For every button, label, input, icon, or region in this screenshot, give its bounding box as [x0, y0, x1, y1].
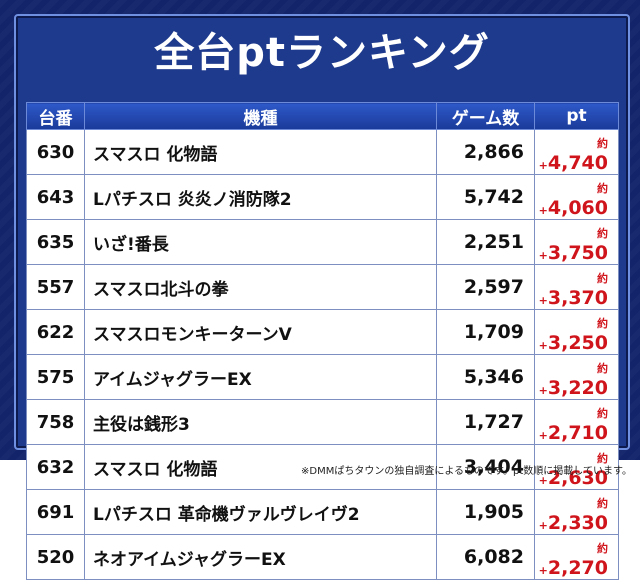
machine-number-cell: 622	[26, 309, 85, 355]
machine-name-cell: スマスロモンキーターンV	[84, 309, 437, 355]
pt-prefix: 約+	[538, 182, 608, 217]
pt-value: 2,710	[547, 422, 608, 444]
table-row: 622 スマスロモンキーターンV 1,709 約+3,250	[26, 309, 619, 355]
machine-number-cell: 643	[26, 174, 85, 220]
games-cell: 1,709	[436, 309, 535, 355]
pt-value: 3,750	[547, 242, 608, 264]
machine-name-cell: スマスロ 化物語	[84, 129, 437, 175]
machine-number-cell: 630	[26, 129, 85, 175]
ranking-table: 台番 機種 ゲーム数 pt 630 スマスロ 化物語 2,866 約+4,740 643…	[26, 102, 619, 580]
machine-number-cell: 520	[26, 534, 85, 580]
games-cell: 1,905	[436, 489, 535, 535]
table-header-row: 台番 機種 ゲーム数 pt	[26, 102, 619, 130]
games-cell: 2,597	[436, 264, 535, 310]
pt-prefix: 約+	[538, 362, 608, 397]
pt-value: 4,060	[547, 197, 608, 219]
column-header-machine-number: 台番	[26, 102, 85, 130]
machine-number-cell: 557	[26, 264, 85, 310]
table-row: 575 アイムジャグラーEX 5,346 約+3,220	[26, 354, 619, 400]
column-header-machine-name: 機種	[84, 102, 437, 130]
machine-number-cell: 635	[26, 219, 85, 265]
machine-name-cell: スマスロ北斗の拳	[84, 264, 437, 310]
machine-name-cell: Lパチスロ 革命機ヴァルヴレイヴ2	[84, 489, 437, 535]
table-row: 520 ネオアイムジャグラーEX 6,082 約+2,270	[26, 534, 619, 580]
pt-cell: 約+3,220	[534, 354, 619, 400]
pt-prefix: 約+	[538, 137, 608, 172]
machine-number-cell: 691	[26, 489, 85, 535]
pt-cell: 約+4,740	[534, 129, 619, 175]
games-cell: 6,082	[436, 534, 535, 580]
pt-value: 3,370	[547, 287, 608, 309]
machine-number-cell: 575	[26, 354, 85, 400]
column-header-games: ゲーム数	[436, 102, 535, 130]
pt-prefix: 約+	[538, 272, 608, 307]
pt-value: 2,330	[547, 512, 608, 534]
pt-cell: 約+3,370	[534, 264, 619, 310]
pt-cell: 約+4,060	[534, 174, 619, 220]
machine-number-cell: 758	[26, 399, 85, 445]
table-row: 557 スマスロ北斗の拳 2,597 約+3,370	[26, 264, 619, 310]
games-cell: 2,251	[436, 219, 535, 265]
pt-value: 2,270	[547, 557, 608, 579]
table-row: 630 スマスロ 化物語 2,866 約+4,740	[26, 129, 619, 175]
pt-value: 3,250	[547, 332, 608, 354]
pt-prefix: 約+	[538, 317, 608, 352]
machine-name-cell: Lパチスロ 炎炎ノ消防隊2	[84, 174, 437, 220]
games-cell: 5,742	[436, 174, 535, 220]
machine-name-cell: 主役は銭形3	[84, 399, 437, 445]
games-cell: 5,346	[436, 354, 535, 400]
machine-number-cell: 632	[26, 444, 85, 490]
pt-value: 4,740	[547, 152, 608, 174]
pt-cell: 約+3,750	[534, 219, 619, 265]
pt-cell: 約+2,270	[534, 534, 619, 580]
page-title: 全台ptランキング	[154, 30, 490, 76]
pt-value: 3,220	[547, 377, 608, 399]
pt-prefix: 約+	[538, 227, 608, 262]
games-cell: 2,866	[436, 129, 535, 175]
table-row: 691 Lパチスロ 革命機ヴァルヴレイヴ2 1,905 約+2,330	[26, 489, 619, 535]
pt-cell: 約+2,330	[534, 489, 619, 535]
table-row: 643 Lパチスロ 炎炎ノ消防隊2 5,742 約+4,060	[26, 174, 619, 220]
column-header-pt: pt	[534, 102, 619, 130]
machine-name-cell: ネオアイムジャグラーEX	[84, 534, 437, 580]
table-row: 635 いざ!番長 2,251 約+3,750	[26, 219, 619, 265]
pt-cell: 約+3,250	[534, 309, 619, 355]
pt-cell: 約+2,710	[534, 399, 619, 445]
games-cell: 1,727	[436, 399, 535, 445]
pt-prefix: 約+	[538, 407, 608, 442]
machine-name-cell: いざ!番長	[84, 219, 437, 265]
footnote: ※DMMぱちタウンの独自調査によるものです。pt数順に掲載しています。	[300, 466, 632, 477]
table-row: 758 主役は銭形3 1,727 約+2,710	[26, 399, 619, 445]
machine-name-cell: アイムジャグラーEX	[84, 354, 437, 400]
ranking-panel: 全台ptランキング 台番 機種 ゲーム数 pt 630 スマスロ 化物語 2,866…	[14, 14, 630, 580]
